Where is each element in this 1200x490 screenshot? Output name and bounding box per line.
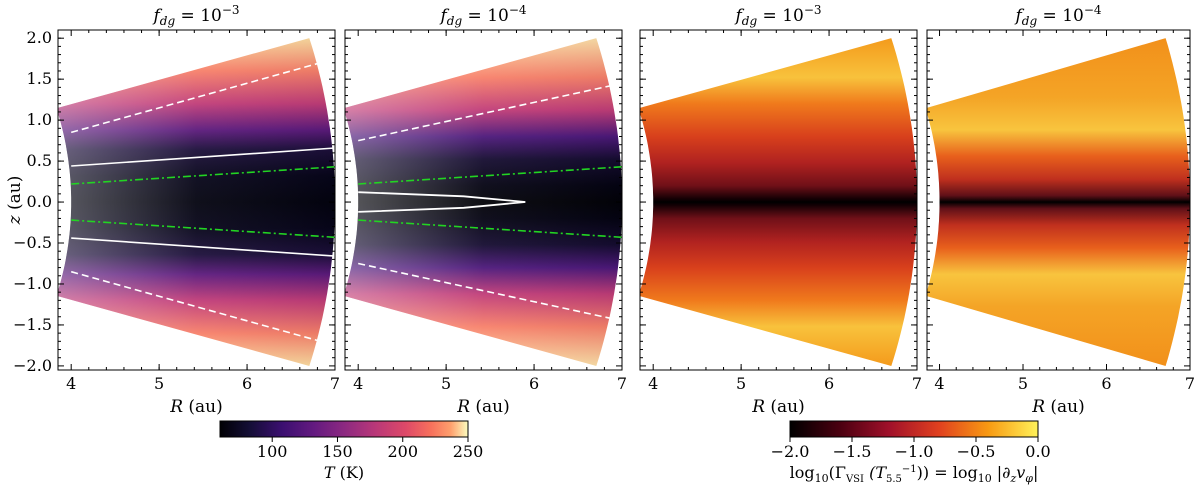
colorbars: 100 150 200 250 T (K) −2.0 −1.5 −1.0 −0.5 0.0 log1…	[219, 420, 1051, 485]
x-tick-label: 6	[1101, 374, 1111, 393]
panel-title: fdg = 10−4	[1013, 3, 1101, 28]
contour-dashed-lower	[358, 262, 623, 322]
x-tick-label: 7	[912, 374, 922, 393]
contour-dashdot-lower	[71, 219, 336, 239]
axes-frame	[926, 29, 1191, 371]
x-tick-label: 6	[242, 374, 252, 393]
colorbar-1: 100 150 200 250 T (K)	[219, 420, 484, 482]
heatmap-field	[640, 38, 917, 366]
x-axis-label: R (au)	[169, 397, 223, 417]
panel-3: 4 5 6 7 fdg = 10−3 R (au)	[639, 3, 922, 417]
x-tick-label: 5	[1018, 374, 1028, 393]
panels: 4 5 6 7 −2.0 −1.5 −1.0 −0.5 0.0 0.5 1.0 1.5 2.0 fdg =…	[5, 3, 1195, 417]
contour-solid-closed	[358, 191, 526, 213]
colorbar-tick-label: 150	[322, 442, 353, 461]
contour-dashdot-upper	[358, 166, 623, 185]
x-axis-label: R (au)	[751, 397, 805, 417]
y-axis-label: z (au)	[5, 176, 25, 226]
colorbar-2: −2.0 −1.5 −1.0 −0.5 0.0 log10(ΓVSI (T5.5−1)) …	[771, 420, 1051, 485]
contour-dashed-upper	[358, 82, 623, 142]
colorbar-tick-label: −1.5	[833, 442, 872, 461]
x-axis-label: R (au)	[456, 397, 510, 417]
colorbar-tick-label: −0.5	[957, 442, 996, 461]
colorbar-tick-label: 200	[387, 442, 418, 461]
axes-frame	[57, 29, 336, 371]
y-tick-label: −0.5	[13, 233, 52, 252]
contour-dashed-lower	[70, 270, 336, 347]
y-tick-label: −2.0	[13, 356, 52, 375]
x-tick-label: 5	[736, 374, 746, 393]
contour-dashdot-lower	[358, 219, 623, 239]
colorbar-tick-label: 0.0	[1025, 442, 1050, 461]
y-tick-label: −1.5	[13, 315, 52, 334]
panel-2: 4 5 6 7 fdg = 10−4 R (au)	[344, 3, 627, 417]
x-tick-label: 4	[66, 374, 76, 393]
heatmap-field	[58, 38, 335, 366]
contour-dashed-upper	[70, 57, 336, 134]
y-tick-label: 1.0	[27, 110, 52, 129]
x-tick-label: 5	[154, 374, 164, 393]
panel-title: fdg = 10−3	[733, 3, 821, 28]
x-tick-label: 6	[824, 374, 834, 393]
y-tick-label: 0.0	[27, 192, 52, 211]
colorbar-tick-label: −1.0	[895, 442, 934, 461]
x-tick-label: 4	[934, 374, 944, 393]
y-tick-label: 2.0	[27, 28, 52, 47]
colorbar-label: log10(ΓVSI (T5.5−1)) = log10 |∂zvφ|	[790, 463, 1039, 485]
panel-title: fdg = 10−4	[438, 3, 526, 28]
heatmap-field	[927, 38, 1190, 366]
colorbar-gradient	[789, 420, 1039, 438]
panel-title: fdg = 10−3	[151, 3, 239, 28]
colorbar-tick-label: 250	[453, 442, 484, 461]
x-tick-label: 4	[353, 374, 363, 393]
contour-dashdot-upper	[71, 166, 336, 185]
y-tick-label: −1.0	[13, 274, 52, 293]
colorbar-label: T (K)	[324, 463, 364, 482]
x-tick-label: 7	[617, 374, 627, 393]
axes-frame	[639, 29, 918, 371]
x-tick-label: 4	[648, 374, 658, 393]
x-tick-label: 5	[441, 374, 451, 393]
colorbar-tick-label: −2.0	[771, 442, 810, 461]
heatmap-field	[345, 38, 622, 366]
y-axis-label-group: z (au)	[5, 176, 25, 226]
colorbar-tick-label: 100	[257, 442, 288, 461]
x-tick-label: 6	[529, 374, 539, 393]
x-axis-label: R (au)	[1031, 397, 1085, 417]
panel-1: 4 5 6 7 −2.0 −1.5 −1.0 −0.5 0.0 0.5 1.0 1.5 2.0 fdg =…	[13, 3, 340, 417]
panel-4: 4 5 6 7 fdg = 10−4 R (au)	[926, 3, 1195, 417]
x-tick-label: 7	[330, 374, 340, 393]
axes-frame	[344, 29, 623, 371]
y-tick-label: 1.5	[27, 69, 52, 88]
colorbar-gradient	[219, 420, 469, 438]
y-tick-label: 0.5	[27, 151, 52, 170]
x-tick-label: 7	[1185, 374, 1195, 393]
contour-solid-upper	[71, 147, 336, 167]
contour-solid-lower	[71, 237, 336, 257]
